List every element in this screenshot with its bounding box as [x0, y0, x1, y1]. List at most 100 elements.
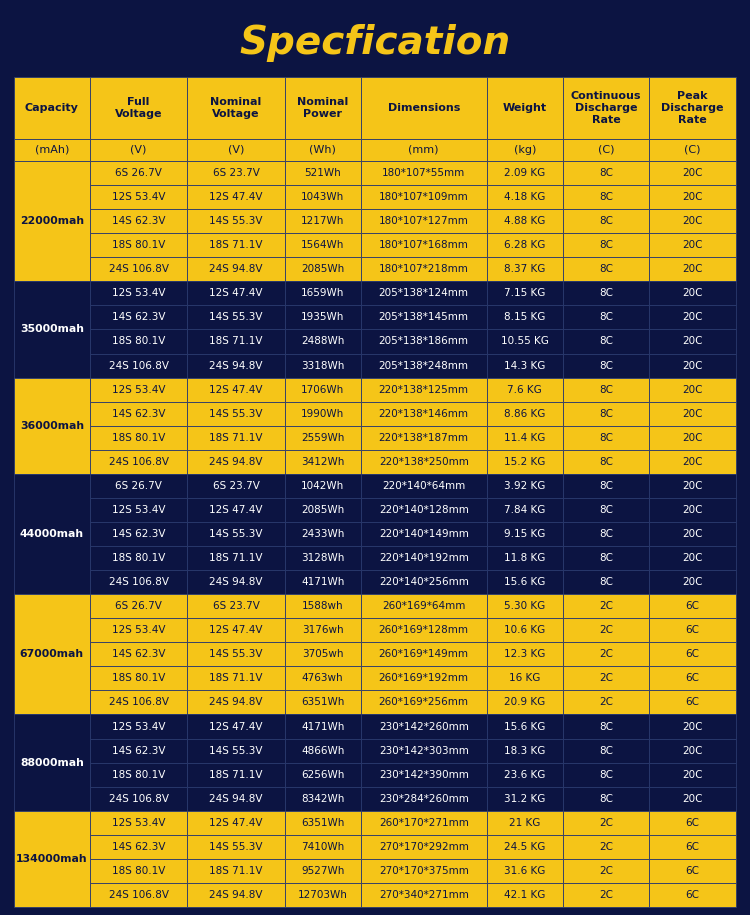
Bar: [90, 474, 188, 498]
Text: 18S 71.1V: 18S 71.1V: [209, 241, 262, 250]
Bar: [188, 281, 285, 306]
Text: 12S 47.4V: 12S 47.4V: [209, 722, 262, 731]
Text: 36000mah: 36000mah: [20, 421, 84, 431]
Text: 88000mah: 88000mah: [20, 758, 84, 768]
Text: 8C: 8C: [599, 722, 613, 731]
Text: 8C: 8C: [599, 216, 613, 226]
Bar: [650, 738, 736, 762]
Text: 11.8 KG: 11.8 KG: [504, 553, 545, 563]
Text: 18S 71.1V: 18S 71.1V: [209, 433, 262, 443]
Bar: [285, 883, 361, 907]
Bar: [487, 859, 562, 883]
Bar: [14, 474, 90, 594]
Bar: [487, 210, 562, 233]
Text: 12S 47.4V: 12S 47.4V: [209, 384, 262, 394]
Bar: [650, 666, 736, 691]
Text: (kg): (kg): [514, 145, 536, 155]
Text: 8C: 8C: [599, 529, 613, 539]
Bar: [562, 859, 650, 883]
Text: 205*138*145mm: 205*138*145mm: [379, 312, 469, 322]
Text: 7410Wh: 7410Wh: [301, 842, 344, 852]
Bar: [188, 834, 285, 859]
Text: 24S 94.8V: 24S 94.8V: [209, 793, 262, 803]
Bar: [188, 450, 285, 474]
Bar: [562, 619, 650, 642]
Text: 6C: 6C: [686, 601, 700, 611]
Bar: [487, 161, 562, 185]
Text: 20.9 KG: 20.9 KG: [504, 697, 545, 707]
Text: 8C: 8C: [599, 264, 613, 274]
Text: 8C: 8C: [599, 409, 613, 419]
Text: Weight: Weight: [503, 103, 547, 113]
Text: 20C: 20C: [682, 192, 703, 202]
Text: 14S 55.3V: 14S 55.3V: [209, 409, 262, 419]
Bar: [650, 329, 736, 353]
Bar: [361, 691, 487, 715]
Bar: [90, 642, 188, 666]
Bar: [90, 210, 188, 233]
Bar: [285, 787, 361, 811]
Text: 4866Wh: 4866Wh: [301, 746, 344, 756]
Text: 1706Wh: 1706Wh: [301, 384, 344, 394]
Text: 10.6 KG: 10.6 KG: [504, 625, 545, 635]
Bar: [562, 161, 650, 185]
Text: 2.09 KG: 2.09 KG: [504, 168, 545, 178]
Bar: [90, 787, 188, 811]
Text: 18S 80.1V: 18S 80.1V: [112, 241, 165, 250]
Bar: [285, 642, 361, 666]
Bar: [285, 77, 361, 139]
Text: 6C: 6C: [686, 650, 700, 660]
Bar: [650, 715, 736, 738]
Bar: [90, 715, 188, 738]
Bar: [90, 257, 188, 281]
Bar: [90, 139, 188, 161]
Bar: [285, 859, 361, 883]
Bar: [361, 378, 487, 402]
Bar: [285, 691, 361, 715]
Text: 220*140*149mm: 220*140*149mm: [379, 529, 469, 539]
Bar: [487, 257, 562, 281]
Text: 220*138*187mm: 220*138*187mm: [379, 433, 469, 443]
Text: 2085Wh: 2085Wh: [301, 505, 344, 515]
Bar: [562, 787, 650, 811]
Text: 1990Wh: 1990Wh: [301, 409, 344, 419]
Bar: [361, 77, 487, 139]
Bar: [285, 834, 361, 859]
Bar: [650, 139, 736, 161]
Bar: [361, 762, 487, 787]
Text: (Wh): (Wh): [309, 145, 336, 155]
Text: (mm): (mm): [409, 145, 439, 155]
Bar: [361, 450, 487, 474]
Text: 8C: 8C: [599, 770, 613, 780]
Bar: [90, 77, 188, 139]
Text: 260*169*128mm: 260*169*128mm: [379, 625, 469, 635]
Text: 1217Wh: 1217Wh: [301, 216, 344, 226]
Text: 8C: 8C: [599, 384, 613, 394]
Text: 12S 47.4V: 12S 47.4V: [209, 192, 262, 202]
Text: 180*107*55mm: 180*107*55mm: [382, 168, 465, 178]
Text: 20C: 20C: [682, 793, 703, 803]
Bar: [188, 139, 285, 161]
Text: 35000mah: 35000mah: [20, 325, 84, 335]
Text: 220*138*125mm: 220*138*125mm: [379, 384, 469, 394]
Text: 6C: 6C: [686, 818, 700, 828]
Bar: [285, 425, 361, 450]
Bar: [487, 619, 562, 642]
Text: 6256Wh: 6256Wh: [301, 770, 344, 780]
Text: Full
Voltage: Full Voltage: [115, 97, 162, 119]
Bar: [90, 353, 188, 378]
Bar: [285, 522, 361, 546]
Bar: [562, 666, 650, 691]
Text: 24S 106.8V: 24S 106.8V: [109, 264, 169, 274]
Text: 24S 106.8V: 24S 106.8V: [109, 697, 169, 707]
Text: 8C: 8C: [599, 793, 613, 803]
Bar: [562, 594, 650, 619]
Text: 2C: 2C: [599, 673, 613, 684]
Text: 1659Wh: 1659Wh: [301, 288, 344, 298]
Text: 18S 80.1V: 18S 80.1V: [112, 553, 165, 563]
Bar: [188, 474, 285, 498]
Bar: [361, 233, 487, 257]
Text: 18S 71.1V: 18S 71.1V: [209, 337, 262, 347]
Bar: [650, 474, 736, 498]
Text: 12S 47.4V: 12S 47.4V: [209, 818, 262, 828]
